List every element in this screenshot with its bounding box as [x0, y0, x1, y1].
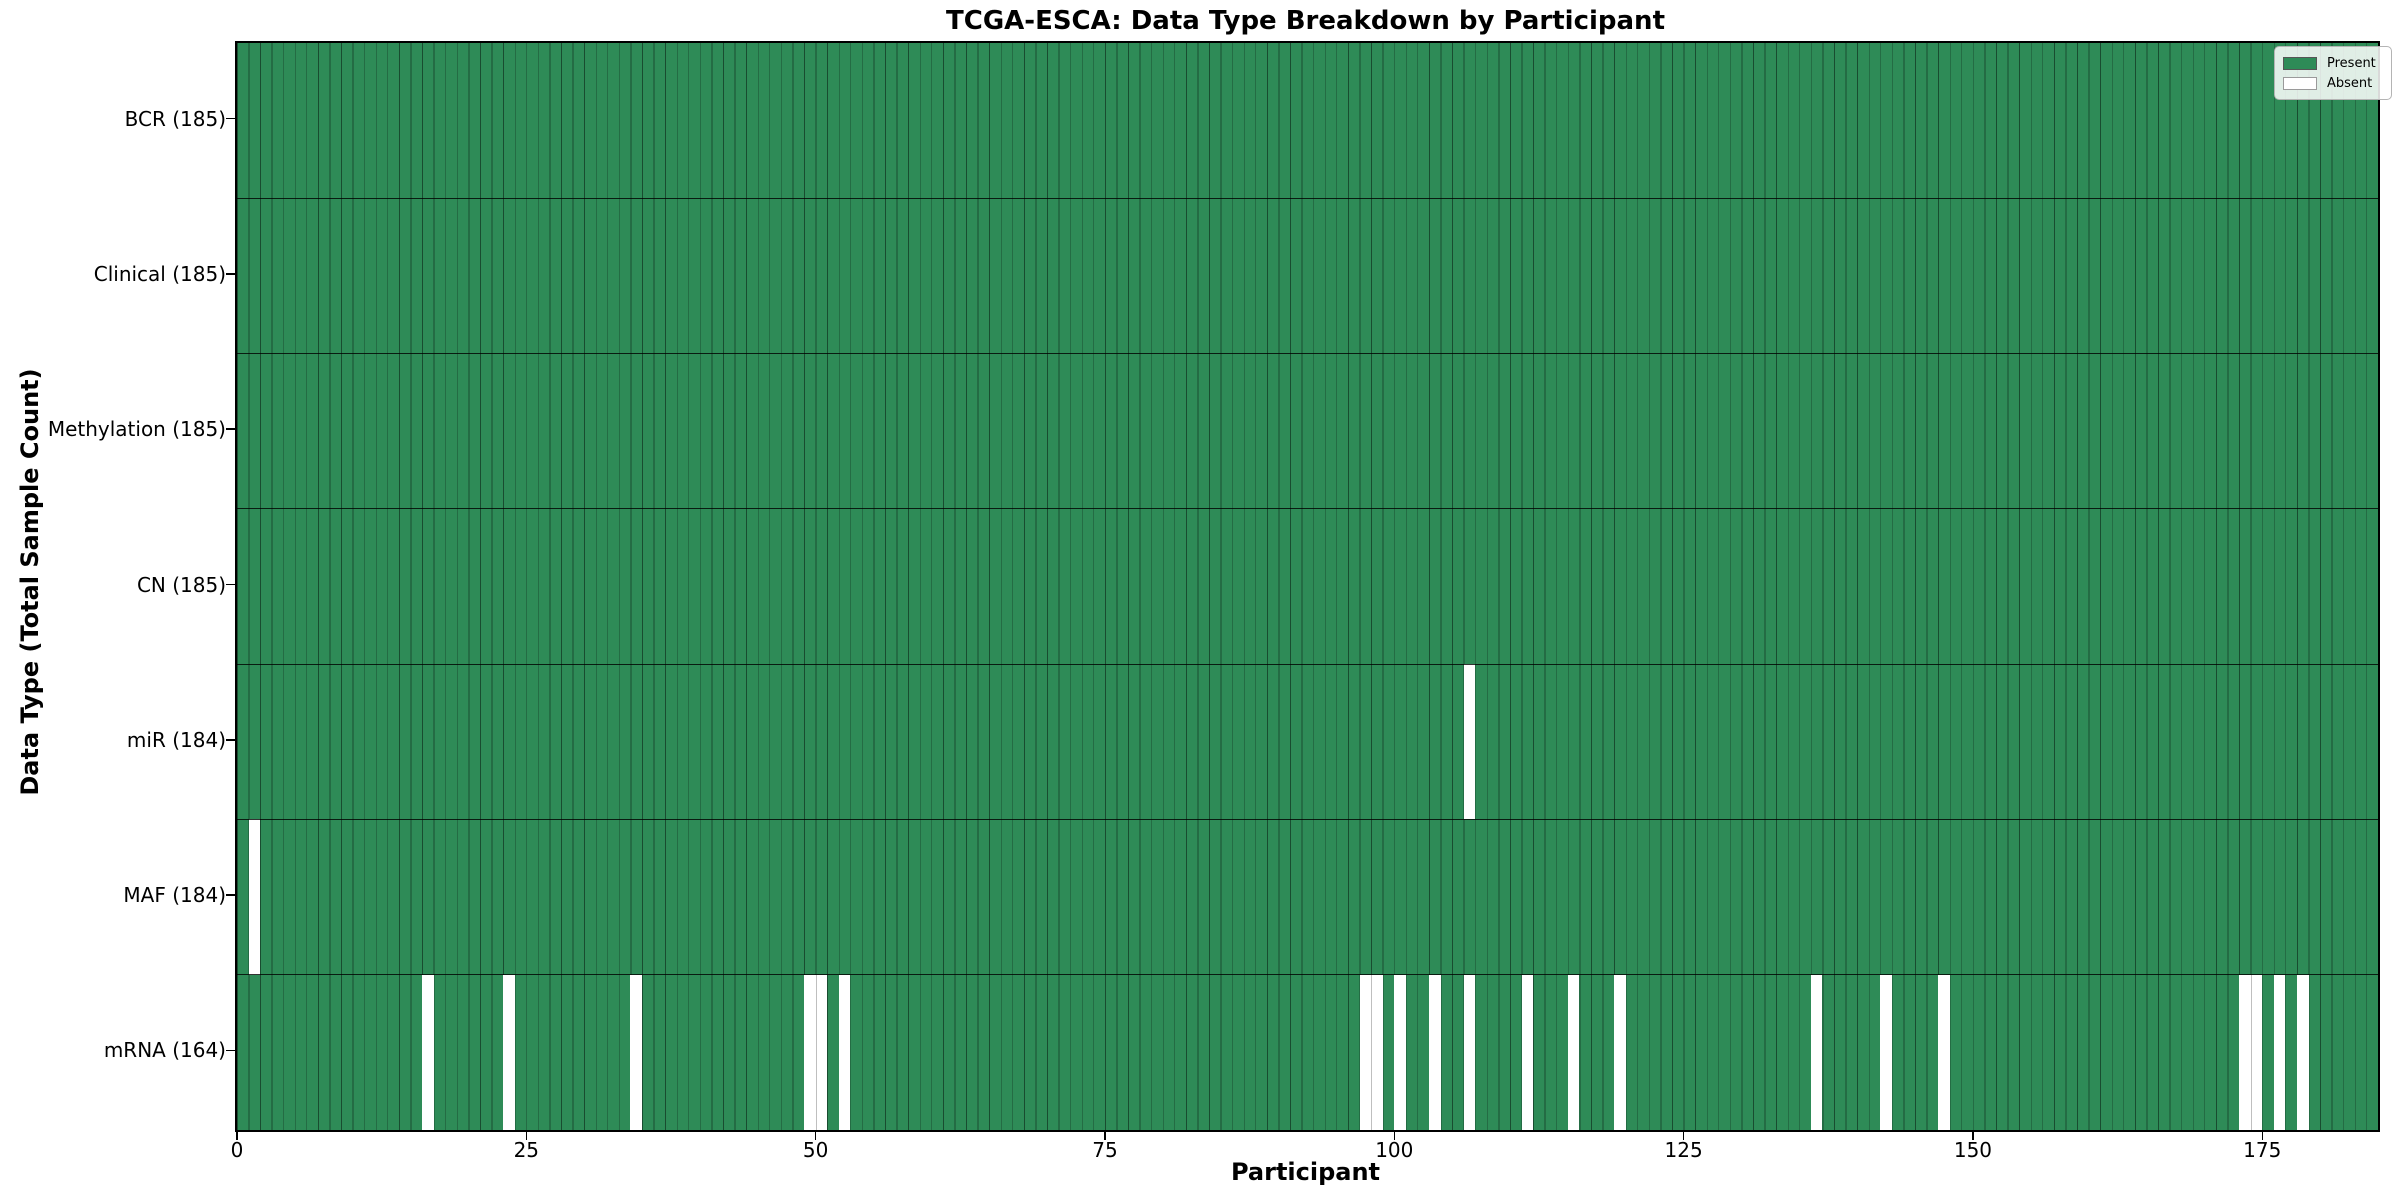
- x-tick-label-150: 150: [1953, 1138, 1993, 1162]
- x-tick-mark: [2261, 1130, 2264, 1140]
- row-separator-line: [237, 352, 2378, 355]
- legend-label-present: Present: [2327, 55, 2376, 71]
- x-tick-mark: [1104, 1130, 1106, 1140]
- y-tick-mark: [226, 117, 235, 120]
- legend: Present Absent: [2274, 46, 2392, 100]
- absent-cell: [422, 974, 434, 1130]
- x-tick-label-125: 125: [1664, 1138, 1703, 1162]
- absent-cell: [1359, 974, 1372, 1130]
- absent-cell: [1394, 974, 1406, 1130]
- x-tick-mark: [814, 1130, 817, 1140]
- heatmap-row-MAF: [237, 819, 2378, 975]
- y-tick-mark: [226, 273, 235, 275]
- absent-cell: [2250, 974, 2263, 1130]
- absent-cell: [630, 974, 643, 1130]
- absent-cell: [1463, 974, 1476, 1130]
- legend-label-absent: Absent: [2327, 75, 2373, 91]
- x-axis-title: Participant: [1230, 1158, 1381, 1186]
- absent-cell: [1567, 974, 1580, 1130]
- absent-cell: [2239, 974, 2251, 1130]
- x-tick-label-175: 175: [2243, 1138, 2282, 1162]
- absent-cell: [503, 974, 515, 1130]
- x-tick-label-100: 100: [1375, 1138, 1414, 1162]
- heatmap-row-miR: [237, 664, 2378, 820]
- legend-swatch-absent-icon: [2283, 76, 2317, 90]
- row-separator-line: [237, 818, 2378, 821]
- y-tick-label-Methylation: Methylation (185): [47, 417, 226, 442]
- absent-cell: [248, 819, 261, 975]
- y-tick-mark: [226, 428, 235, 430]
- y-tick-mark: [226, 894, 235, 896]
- absent-cell: [2273, 974, 2286, 1130]
- y-tick-label-BCR: BCR (185): [124, 106, 226, 131]
- heatmap-row-BCR: [237, 43, 2378, 199]
- y-tick-label-CN: CN (185): [136, 572, 226, 597]
- x-tick-mark: [1393, 1130, 1396, 1140]
- y-tick-label-mRNA: mRNA (164): [103, 1038, 226, 1063]
- legend-swatch-present-icon: [2283, 56, 2317, 70]
- y-tick-mark: [226, 739, 235, 741]
- absent-cell: [804, 974, 816, 1130]
- x-tick-mark: [525, 1130, 528, 1140]
- absent-cell: [1521, 974, 1534, 1130]
- x-tick-label-25: 25: [513, 1138, 540, 1162]
- chart-title: TCGA-ESCA: Data Type Breakdown by Partic…: [946, 6, 1665, 36]
- absent-cell: [1463, 664, 1476, 820]
- y-tick-label-Clinical: Clinical (185): [93, 261, 226, 286]
- row-separator-line: [237, 974, 2378, 976]
- plot-area: [235, 41, 2380, 1132]
- heatmap-row-Methylation: [237, 353, 2378, 509]
- absent-cell: [2296, 974, 2309, 1130]
- row-separator-line: [237, 663, 2378, 665]
- cell-edge-line: [1371, 974, 1373, 1130]
- cell-edge-line: [815, 974, 817, 1130]
- y-tick-label-miR: miR (184): [126, 727, 226, 752]
- absent-cell: [1429, 974, 1441, 1130]
- heatmap-row-CN: [237, 508, 2378, 665]
- y-tick-label-MAF: MAF (184): [123, 883, 226, 908]
- y-tick-mark: [226, 1049, 235, 1052]
- cell-edge-line: [2250, 974, 2252, 1130]
- x-tick-label-50: 50: [802, 1138, 829, 1162]
- absent-cell: [1614, 974, 1626, 1130]
- absent-cell: [1810, 974, 1823, 1130]
- absent-cell: [1938, 974, 1950, 1130]
- heatmap-row-Clinical: [237, 198, 2378, 354]
- absent-cell: [1880, 974, 1892, 1130]
- row-separator-line: [237, 508, 2378, 510]
- absent-cell: [1371, 974, 1383, 1130]
- absent-cell: [838, 974, 851, 1130]
- legend-entry-absent: Absent: [2283, 73, 2383, 93]
- x-tick-label-0: 0: [230, 1138, 244, 1162]
- x-tick-label-75: 75: [1092, 1138, 1118, 1162]
- x-tick-mark: [1972, 1130, 1974, 1140]
- legend-entry-present: Present: [2283, 53, 2383, 73]
- y-tick-mark: [226, 583, 235, 586]
- x-tick-mark: [1682, 1130, 1685, 1140]
- absent-cell: [815, 974, 828, 1130]
- heatmap-row-mRNA: [237, 974, 2378, 1130]
- row-separator-line: [237, 197, 2378, 199]
- x-tick-mark: [236, 1130, 238, 1140]
